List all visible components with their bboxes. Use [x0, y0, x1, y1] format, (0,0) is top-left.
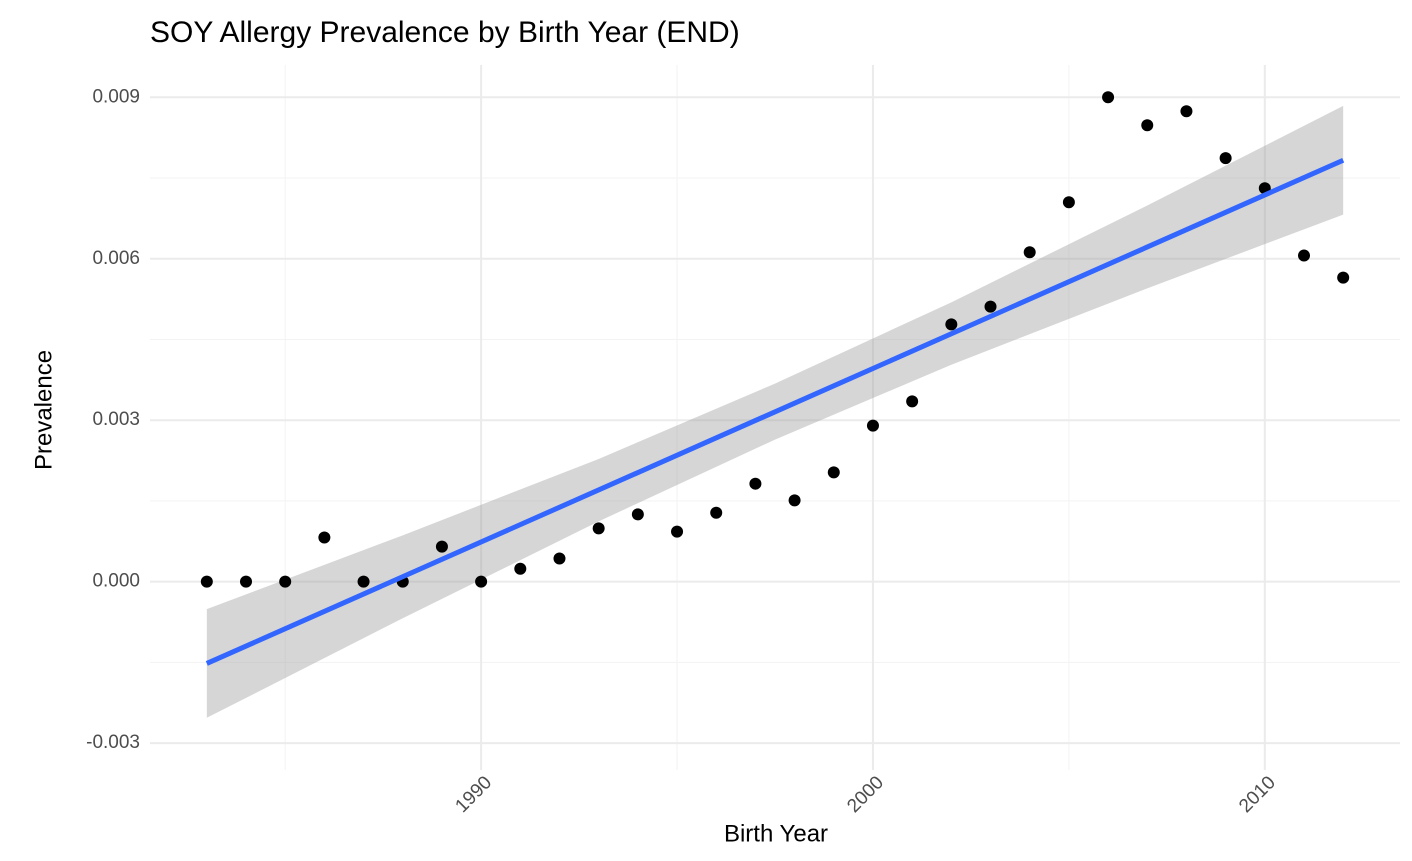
x-tick-label: 2010 [1235, 772, 1280, 817]
point [514, 562, 527, 575]
y-tick-label: 0.009 [92, 86, 140, 107]
point [279, 575, 292, 588]
point [1180, 105, 1193, 118]
y-axis-label: Prevalence [30, 350, 57, 470]
chart-title: SOY Allergy Prevalence by Birth Year (EN… [150, 16, 740, 49]
point [1023, 246, 1036, 259]
point [435, 540, 448, 553]
point [1297, 249, 1310, 262]
point [1062, 196, 1075, 209]
point [240, 575, 253, 588]
point [671, 525, 684, 538]
point [475, 575, 488, 588]
point [788, 494, 801, 507]
point [631, 508, 644, 521]
point [200, 575, 213, 588]
point [945, 318, 958, 331]
point [1141, 119, 1154, 132]
x-tick-label: 1990 [451, 772, 496, 817]
point [1102, 91, 1115, 104]
point [318, 531, 331, 544]
y-tick-label: 0.000 [92, 571, 140, 592]
point [866, 419, 879, 432]
point [1219, 152, 1232, 165]
point [710, 506, 723, 519]
trend-line [205, 157, 1345, 666]
point [553, 552, 566, 565]
point [357, 575, 370, 588]
x-tick-label: 2000 [843, 772, 888, 817]
point [1337, 271, 1350, 284]
y-tick-label: 0.006 [92, 248, 140, 269]
y-tick-label: -0.003 [86, 732, 140, 753]
point [984, 300, 997, 313]
point [592, 522, 605, 535]
point [749, 477, 762, 490]
point [906, 395, 919, 408]
x-axis-label: Birth Year [724, 820, 828, 847]
point [827, 466, 840, 479]
y-tick-label: 0.003 [92, 409, 140, 430]
